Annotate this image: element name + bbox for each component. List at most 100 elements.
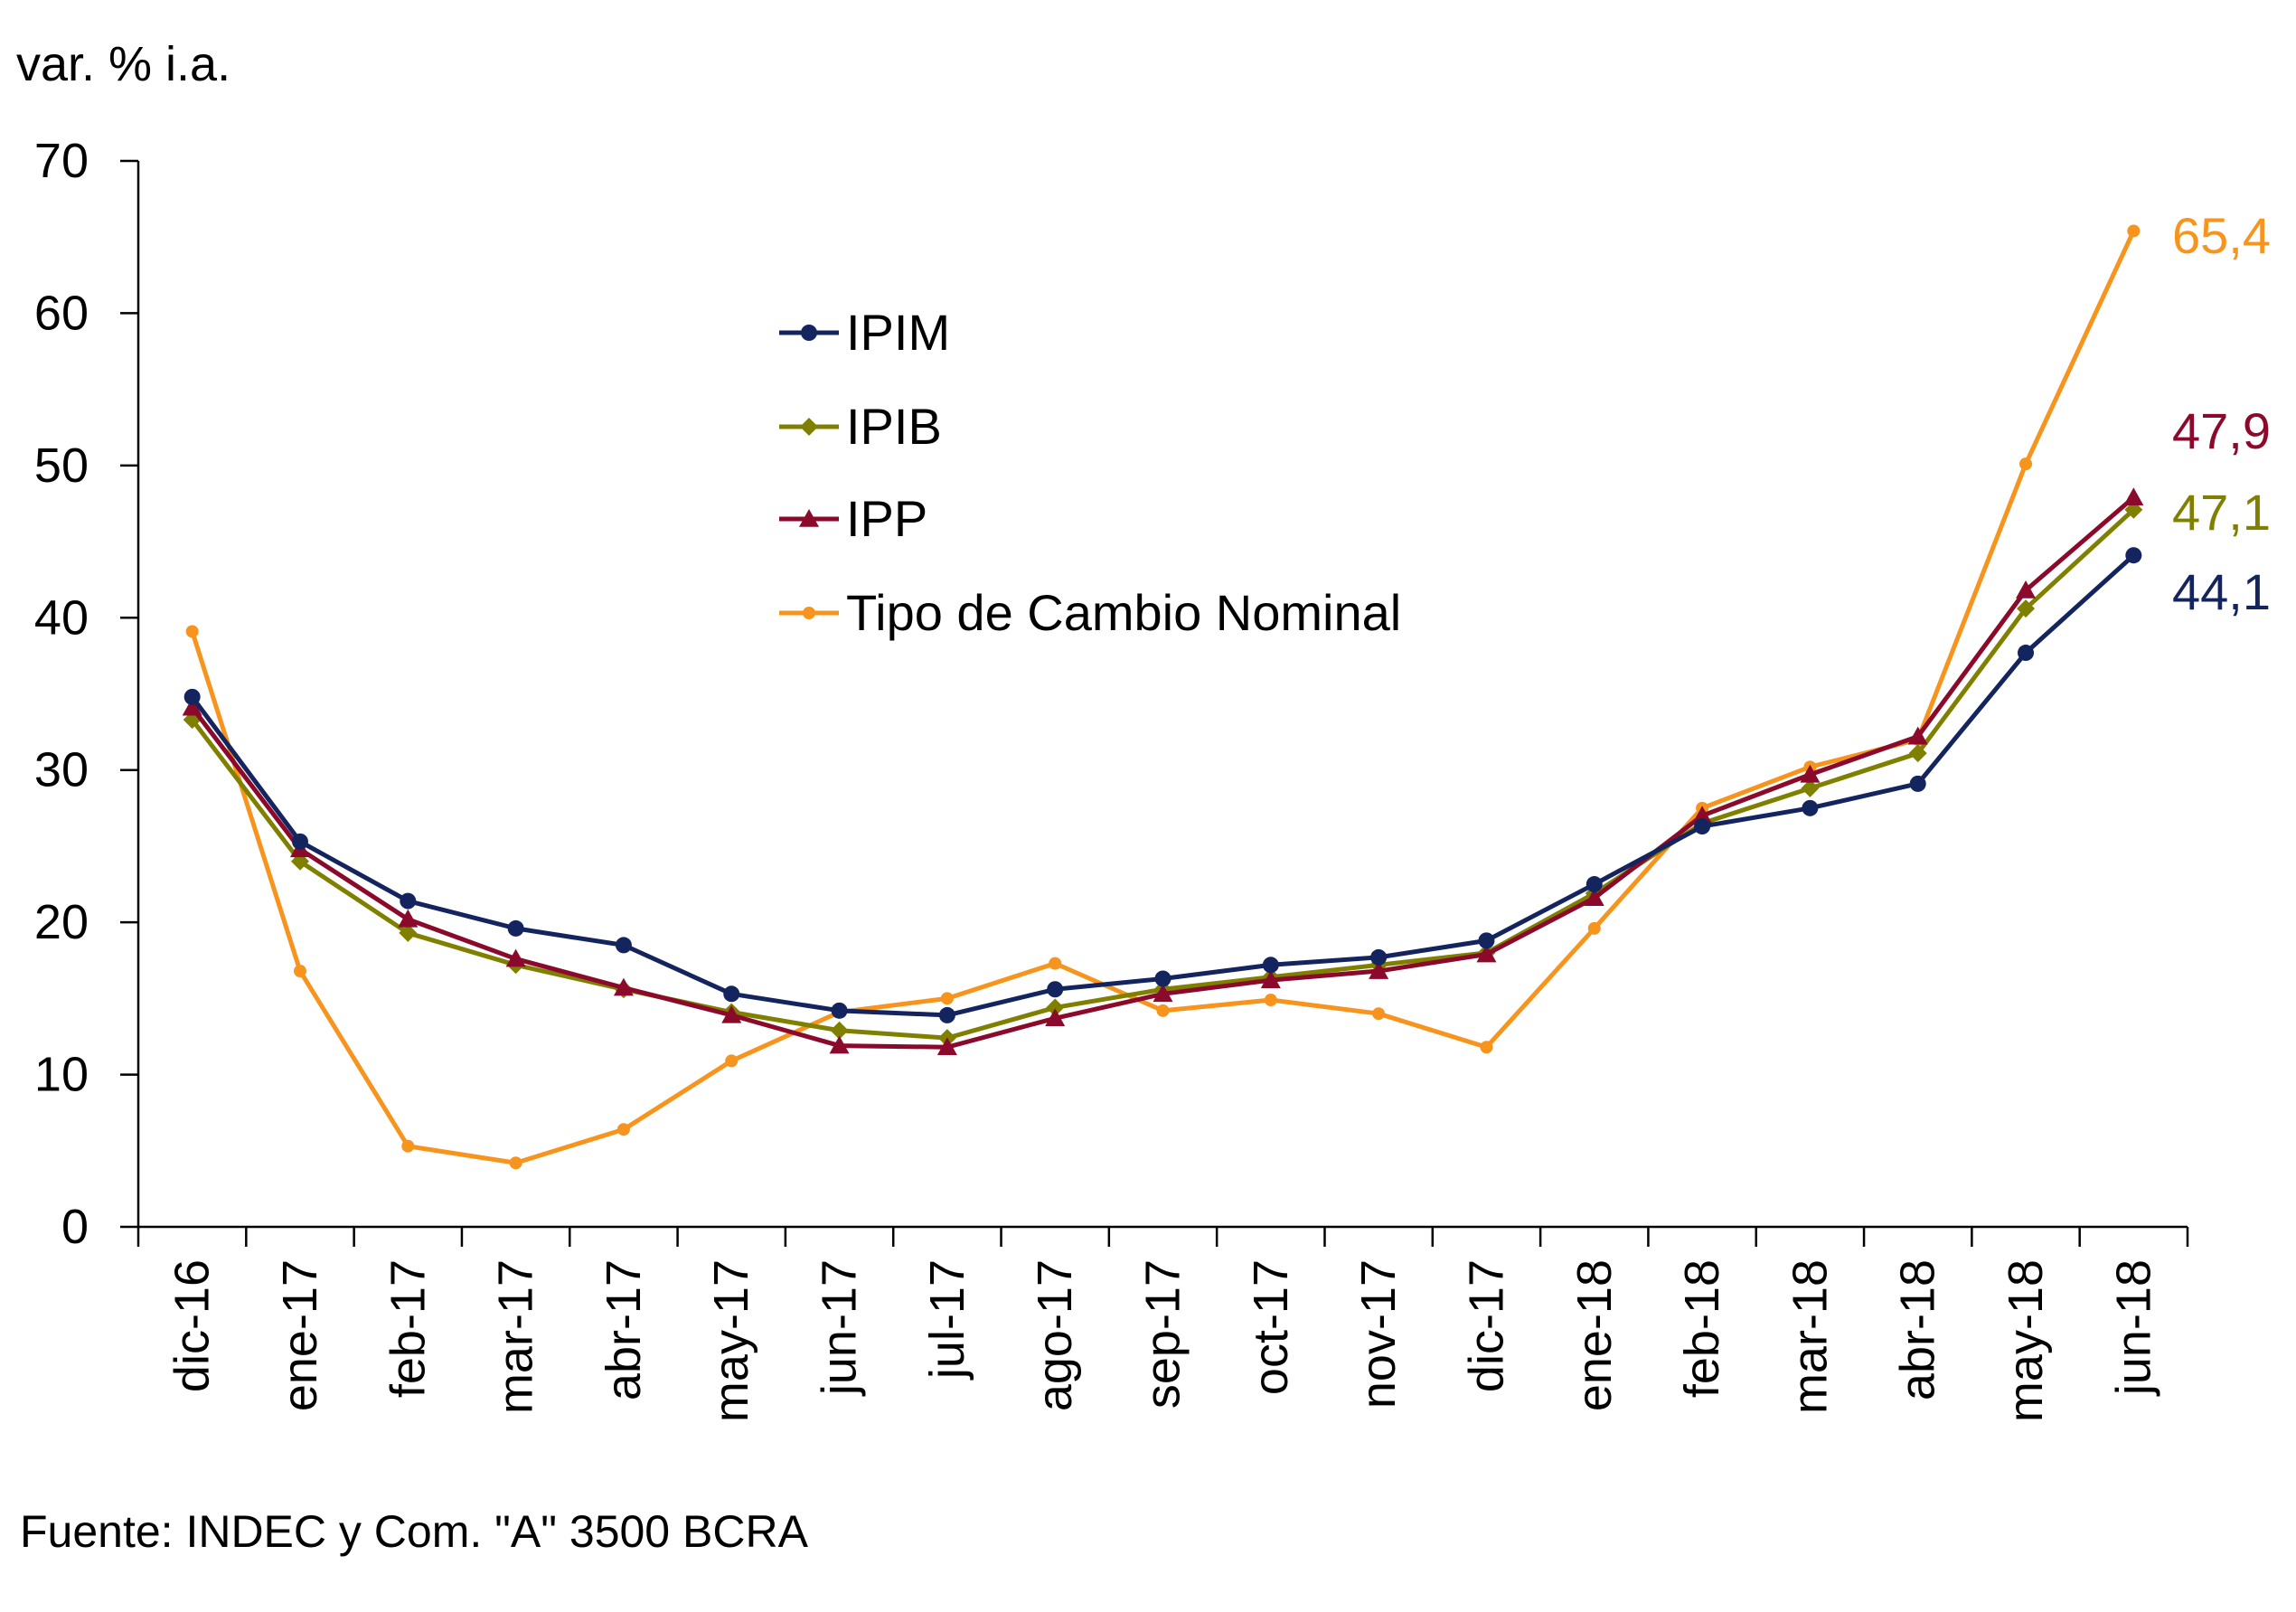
data-point: [2123, 487, 2144, 506]
data-point: [1694, 818, 1711, 835]
data-point: [936, 1037, 957, 1056]
data-point: [182, 697, 202, 716]
x-tick-label: nov-17: [1351, 1259, 1406, 1409]
end-value-label: 47,1: [2172, 484, 2271, 541]
chart-axes: [136, 161, 2188, 1229]
data-point: [1478, 932, 1495, 949]
data-point: [1049, 957, 1062, 970]
data-point: [1156, 1004, 1170, 1017]
x-tick-label: dic-17: [1459, 1259, 1513, 1392]
data-point: [1801, 778, 1820, 797]
data-point: [725, 1054, 739, 1068]
series-ipib: [183, 500, 2143, 1048]
data-point: [401, 1139, 415, 1153]
y-tick-label: 20: [34, 895, 89, 949]
data-point: [1369, 961, 1389, 979]
x-tick-label: jun-17: [813, 1259, 867, 1397]
x-tick-label: jul-17: [920, 1259, 974, 1381]
legend-label: Tipo de Cambio Nominal: [846, 584, 1401, 641]
y-tick-label: 50: [34, 438, 89, 493]
data-point: [183, 688, 201, 705]
data-point: [1260, 970, 1281, 988]
legend-label: IPIB: [846, 398, 942, 455]
x-tick-label: mar-17: [489, 1259, 543, 1414]
data-point: [1262, 957, 1279, 974]
x-tick-label: ago-17: [1028, 1259, 1082, 1411]
data-point: [1692, 806, 1713, 825]
data-point: [1264, 994, 1277, 1007]
data-point: [1153, 984, 1173, 1003]
end-value-labels: 65,4 47,9 47,1 44,1: [2172, 207, 2271, 620]
data-point: [2019, 457, 2033, 471]
data-point: [1372, 1007, 1386, 1021]
data-point: [185, 625, 199, 638]
data-point: [400, 892, 417, 910]
y-tick-label: 30: [34, 743, 89, 797]
data-point: [2017, 599, 2036, 618]
data-point: [2016, 580, 2037, 599]
data-point: [1586, 876, 1603, 893]
chart-series: [182, 224, 2144, 1170]
x-tick-label: dic-16: [165, 1259, 220, 1392]
series-line: [190, 495, 2135, 1050]
x-tick-label: oct-17: [1244, 1259, 1298, 1395]
data-point: [831, 1002, 848, 1019]
data-point: [505, 948, 526, 967]
legend-marker: [800, 418, 818, 436]
data-point: [723, 985, 740, 1003]
data-point: [509, 1156, 522, 1170]
x-tick-label: may-17: [704, 1259, 758, 1422]
series-ipp: [182, 487, 2144, 1056]
data-point: [507, 919, 524, 937]
y-tick-label: 10: [34, 1048, 89, 1102]
data-point: [1909, 775, 1926, 792]
end-value-label: 47,9: [2172, 402, 2271, 459]
source-note: Fuente: INDEC y Com. "A" 3500 BCRA: [20, 1506, 808, 1557]
x-tick-label: jun-18: [2106, 1259, 2160, 1397]
data-point: [938, 1006, 955, 1023]
data-point: [1047, 981, 1064, 998]
data-point: [1046, 998, 1065, 1017]
y-tick-label: 60: [34, 286, 89, 340]
y-axis-unit-label: var. % i.a.: [16, 37, 231, 91]
data-point: [291, 833, 308, 850]
data-point: [1045, 1008, 1066, 1027]
legend-entry: IPIM: [779, 304, 950, 361]
data-point: [1480, 1041, 1493, 1054]
data-point: [1154, 970, 1172, 987]
x-tick-label: feb-18: [1675, 1259, 1729, 1398]
data-point: [2125, 547, 2142, 564]
legend-entry: IPP: [779, 490, 927, 547]
data-point: [616, 1123, 630, 1136]
data-point: [1370, 948, 1388, 966]
x-tick-label: abr-17: [597, 1259, 651, 1400]
x-tick-label: feb-17: [381, 1259, 435, 1398]
x-axis-ticks: dic-16 ene-17 feb-17 mar-17 abr-17 may-17 jun-…: [136, 1227, 2189, 1422]
data-point: [940, 992, 954, 1005]
data-point: [399, 923, 418, 942]
legend-label: IPP: [846, 490, 927, 547]
series-tipo-de-cambio-nominal: [185, 224, 2141, 1170]
data-point: [1800, 764, 1821, 783]
data-point: [1584, 888, 1604, 906]
data-point: [1587, 921, 1601, 935]
series-ipim: [183, 547, 2142, 1023]
data-point: [398, 909, 419, 928]
data-point: [829, 1035, 850, 1054]
y-tick-label: 0: [61, 1200, 89, 1254]
x-tick-label: mar-18: [1783, 1259, 1837, 1414]
series-line: [190, 230, 2136, 1165]
data-point: [1908, 744, 1927, 763]
legend-marker: [801, 325, 817, 341]
y-tick-label: 70: [34, 134, 89, 188]
x-tick-label: ene-17: [273, 1259, 327, 1411]
legend-entry: Tipo de Cambio Nominal: [779, 584, 1401, 641]
legend-marker: [803, 607, 815, 619]
data-point: [615, 937, 632, 954]
data-point: [1476, 944, 1497, 963]
data-point: [721, 1004, 742, 1023]
end-value-label: 65,4: [2172, 207, 2271, 264]
data-point: [293, 965, 306, 978]
x-tick-label: abr-18: [1891, 1259, 1945, 1400]
